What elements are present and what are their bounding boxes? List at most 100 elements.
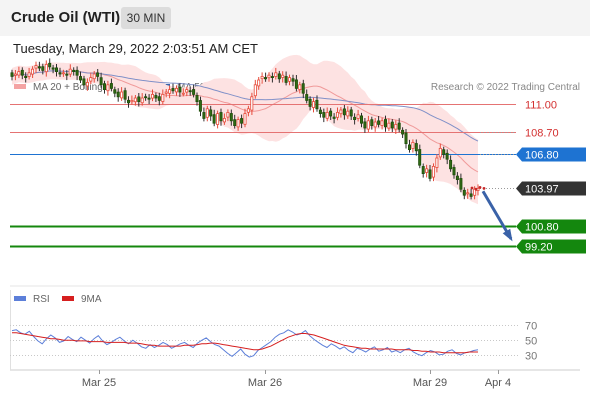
target-label: 99.20 <box>525 242 553 254</box>
candle-body <box>311 101 315 108</box>
rsi-legend-swatch <box>14 296 26 301</box>
candle-body <box>301 83 305 94</box>
candle-body <box>109 83 113 89</box>
candle-body <box>168 89 172 94</box>
candle-body <box>202 112 206 119</box>
last-price-marker <box>470 186 474 190</box>
candle-body <box>34 65 38 69</box>
candle-body <box>140 97 144 104</box>
candle-body <box>20 69 24 76</box>
candle-body <box>17 71 21 76</box>
candle-body <box>414 143 418 152</box>
candle-body <box>236 119 240 128</box>
candle-body <box>257 79 261 87</box>
candle-body <box>294 79 298 89</box>
candle-body <box>185 89 189 93</box>
candle-body <box>356 114 360 119</box>
candlesticks <box>10 58 513 242</box>
candle-body <box>144 96 148 99</box>
candle-body <box>260 76 264 80</box>
last-price-marker <box>478 186 482 189</box>
candle-body <box>442 149 446 155</box>
candle-body <box>342 108 346 116</box>
rsi-tick-label: 30 <box>525 351 537 363</box>
candle-body <box>263 77 267 80</box>
x-axis: Mar 25 Mar 26 Mar 29 Apr 4 <box>82 370 511 389</box>
candle-body <box>418 149 422 166</box>
candle-body <box>366 120 370 130</box>
candle-body <box>455 175 459 181</box>
candle-body <box>462 189 466 196</box>
candle-body <box>318 109 322 114</box>
price-labels: 111.00 108.70 106.80 103.97 100.80 99.20 <box>516 100 586 254</box>
candle-body <box>383 119 387 128</box>
pivot-label: 106.80 <box>525 150 559 162</box>
candle-body <box>274 72 278 77</box>
candle-body <box>82 78 86 86</box>
candle-body <box>308 98 312 107</box>
candle-body <box>281 74 285 78</box>
candle-body <box>380 120 384 126</box>
candle-body <box>51 67 55 70</box>
candle-body <box>198 100 202 112</box>
ma50-line <box>11 70 479 142</box>
rsi-tick-label: 70 <box>525 321 537 333</box>
candle-body <box>150 94 154 99</box>
candle-body <box>291 78 295 82</box>
candle-body <box>48 62 52 68</box>
candle-body <box>106 84 110 92</box>
candle-body <box>178 86 182 93</box>
candle-body <box>195 95 199 102</box>
candle-body <box>435 157 439 168</box>
candle-body <box>284 76 288 83</box>
candle-body <box>349 109 353 117</box>
pivot-tag <box>516 147 586 162</box>
last-price-tag <box>516 181 586 196</box>
candle-body <box>387 122 391 129</box>
credit-text: Research © 2022 Trading Central <box>431 82 580 93</box>
candle-body <box>335 112 339 118</box>
candle-body <box>113 89 117 94</box>
candle-body <box>209 109 213 117</box>
candle-body <box>390 121 394 129</box>
resistance-label: 111.00 <box>525 100 557 112</box>
candle-body <box>127 99 131 104</box>
candle-body <box>315 99 319 110</box>
candle-body <box>61 72 65 75</box>
last-price-marker <box>482 187 486 190</box>
candle-body <box>253 84 257 97</box>
candle-body <box>75 69 79 76</box>
candle-body <box>397 122 401 130</box>
candle-body <box>466 192 470 195</box>
x-tick-label: Mar 26 <box>248 377 282 389</box>
bollinger-band-fill <box>12 54 478 205</box>
candle-body <box>85 82 89 87</box>
candle-body <box>240 118 244 124</box>
candle-body <box>411 141 415 149</box>
candle-body <box>431 165 435 178</box>
candle-body <box>188 90 192 93</box>
candle-body <box>65 73 69 76</box>
interval-selector[interactable]: 30 MIN <box>121 7 171 29</box>
candle-body <box>270 76 274 79</box>
target-label: 100.80 <box>525 222 559 234</box>
forecast-arrow-head <box>502 228 513 242</box>
candle-body <box>243 113 247 125</box>
instrument-title: Crude Oil (WTI) <box>11 9 121 26</box>
candle-body <box>425 168 429 173</box>
candle-body <box>147 97 151 100</box>
candle-body <box>404 132 408 144</box>
candle-body <box>332 116 336 119</box>
candle-body <box>13 73 17 76</box>
candle-body <box>469 193 473 197</box>
candle-body <box>277 73 281 80</box>
candle-body <box>287 77 291 82</box>
candle-body <box>222 118 226 123</box>
price-levels <box>10 104 516 248</box>
candle-body <box>428 169 432 179</box>
rsi-line <box>11 329 479 358</box>
candle-body <box>96 72 100 77</box>
candle-body <box>120 91 124 99</box>
last-price-marker <box>474 187 478 191</box>
